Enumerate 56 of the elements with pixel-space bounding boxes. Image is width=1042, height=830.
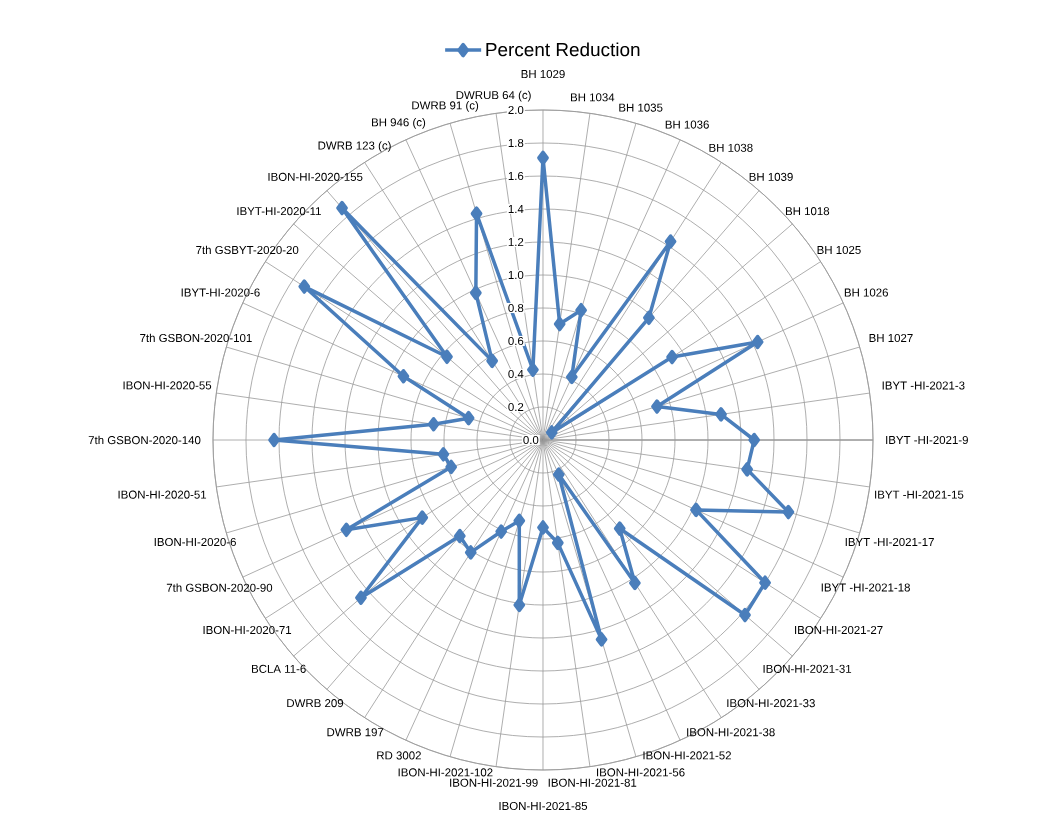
spoke-label: IBYT-HI-2020-11 bbox=[237, 207, 321, 216]
spoke-label: IBYT -HI-2021-17 bbox=[845, 537, 934, 547]
spoke-label: RD 3002 bbox=[377, 751, 421, 760]
spoke-label: 7th GSBYT-2020-20 bbox=[196, 245, 299, 255]
y-tick-label: 0.6 bbox=[508, 336, 524, 346]
spoke-label: BH 1036 bbox=[665, 120, 709, 129]
spoke-label: IBYT -HI-2021-18 bbox=[821, 583, 910, 592]
spoke-label: BH 1029 bbox=[521, 69, 565, 79]
legend-label: Percent Reduction bbox=[486, 42, 640, 57]
spoke-label: IBON-HI-2020-51 bbox=[118, 490, 207, 499]
y-tick-label: 1.4 bbox=[508, 205, 524, 213]
spoke-label: IBON-HI-2021-52 bbox=[643, 751, 731, 760]
spoke-label: IBON-HI-2021-38 bbox=[687, 728, 775, 737]
spoke-label: IBON-HI-2021-81 bbox=[548, 778, 637, 787]
spoke-label: BCLA 11-6 bbox=[252, 664, 306, 673]
spoke-label: IBON-HI-2020-71 bbox=[203, 625, 292, 635]
spoke-label: IBYT -HI-2021-15 bbox=[875, 490, 964, 499]
spoke-label: IBON-HI-2021-56 bbox=[597, 768, 685, 777]
y-tick-label: 0.8 bbox=[508, 303, 524, 313]
spoke-label: IBON-HI-2020-55 bbox=[123, 381, 212, 390]
spoke-label: DWRB 91 (c) bbox=[412, 101, 479, 112]
y-tick-label: 1.0 bbox=[508, 270, 524, 280]
spoke-label: IBON-HI-2020-6 bbox=[154, 537, 236, 547]
y-tick-label: 0.4 bbox=[508, 369, 524, 379]
spoke-label: DWRB 123 (c) bbox=[318, 141, 391, 152]
y-tick-label: 0.2 bbox=[508, 402, 524, 412]
spoke-label: IBYT -HI-2021-9 bbox=[886, 435, 968, 445]
spoke-label: BH 1025 bbox=[817, 245, 861, 255]
spoke-label: BH 1027 bbox=[869, 333, 913, 343]
spoke-label: IBON-HI-2021-102 bbox=[398, 768, 493, 777]
spoke-label: BH 1035 bbox=[619, 103, 663, 112]
spoke-label: BH 1026 bbox=[844, 288, 888, 297]
y-tick-label: 1.2 bbox=[508, 238, 524, 246]
y-tick-label: 1.6 bbox=[508, 171, 524, 181]
spoke-label: IBON-HI-2021-33 bbox=[727, 699, 815, 708]
y-tick-label: 0.0 bbox=[523, 435, 539, 445]
spoke-label: BH 1038 bbox=[709, 143, 753, 152]
spoke-label: DWRUB 64 (c) bbox=[456, 90, 531, 102]
spoke-label: IBYT -HI-2021-3 bbox=[882, 381, 965, 390]
spoke-label: IBON-HI-2021-85 bbox=[499, 801, 588, 811]
spoke-label: 7th GSBON-2020-90 bbox=[166, 583, 273, 592]
spoke-label: IBON-HI-2020-155 bbox=[268, 172, 363, 181]
spoke-label: IBON-HI-2021-31 bbox=[763, 664, 852, 673]
spoke-label: BH 1018 bbox=[785, 207, 830, 216]
y-tick-label: 1.8 bbox=[508, 138, 524, 148]
spoke-label: DWRB 209 bbox=[287, 699, 344, 708]
spoke-label: 7th GSBON-2020-101 bbox=[140, 333, 252, 343]
spoke-label: BH 1039 bbox=[749, 172, 793, 181]
spoke-label: BH 1034 bbox=[571, 93, 615, 102]
y-tick-label: 2.0 bbox=[508, 105, 524, 115]
spoke-label: IBON-HI-2021-27 bbox=[795, 625, 883, 635]
spoke-label: IBON-HI-2021-99 bbox=[450, 778, 538, 787]
spoke-label: BH 946 (c) bbox=[372, 117, 426, 129]
spoke-label: IBYT-HI-2020-6 bbox=[181, 288, 260, 297]
spoke-label: 7th GSBON-2020-140 bbox=[88, 435, 201, 445]
spoke-label: DWRB 197 bbox=[327, 728, 384, 737]
